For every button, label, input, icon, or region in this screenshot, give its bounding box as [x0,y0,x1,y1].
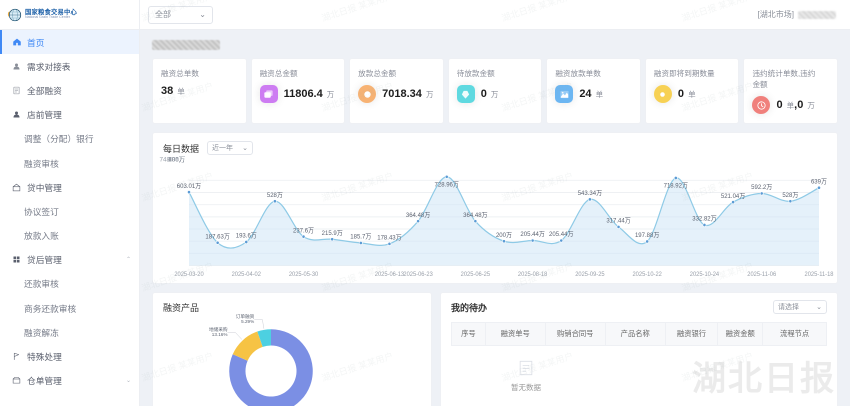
svg-text:2025-11-18: 2025-11-18 [805,272,835,278]
svg-text:5.29%: 5.29% [241,319,254,324]
svg-text:2025-09-25: 2025-09-25 [575,272,605,278]
svg-text:592.2万: 592.2万 [751,184,772,191]
svg-text:13.16%: 13.16% [212,332,228,337]
svg-text:215.9万: 215.9万 [322,230,343,237]
svg-text:2025-10-22: 2025-10-22 [632,272,661,278]
svg-text:718.92万: 718.92万 [664,182,688,189]
svg-text:2025-03-20: 2025-03-20 [174,272,204,278]
svg-text:197.88万: 197.88万 [635,232,659,239]
svg-text:200万: 200万 [496,232,512,239]
svg-text:364.48万: 364.48万 [463,212,487,219]
svg-text:2025-11-06: 2025-11-06 [747,272,777,278]
svg-text:528万: 528万 [267,192,283,199]
svg-text:237.6万: 237.6万 [293,227,314,234]
svg-text:521.04万: 521.04万 [721,193,745,200]
svg-text:543.34万: 543.34万 [578,190,602,197]
svg-text:187.63万: 187.63万 [205,233,229,240]
svg-text:317.44万: 317.44万 [606,217,630,224]
svg-text:728.96万: 728.96万 [435,181,459,188]
svg-text:528万: 528万 [782,192,798,199]
svg-text:2025-06-13: 2025-06-13 [375,272,405,278]
svg-text:2025-06-25: 2025-06-25 [461,272,491,278]
svg-text:2025-08-18: 2025-08-18 [518,272,548,278]
svg-text:639万: 639万 [811,178,827,185]
svg-text:178.43万: 178.43万 [377,234,401,241]
svg-text:205.44万: 205.44万 [520,231,544,238]
svg-text:2025-04-02: 2025-04-02 [232,272,261,278]
svg-text:205.44万: 205.44万 [549,231,573,238]
svg-text:2025-10-24: 2025-10-24 [690,272,720,278]
svg-text:2025-06-23: 2025-06-23 [403,272,433,278]
svg-text:193.6万: 193.6万 [236,233,257,240]
svg-text:185.7万: 185.7万 [350,234,371,241]
svg-text:603.01万: 603.01万 [177,183,201,190]
svg-text:364.48万: 364.48万 [406,212,430,219]
svg-text:332.82万: 332.82万 [692,216,716,223]
svg-text:2025-05-30: 2025-05-30 [289,272,319,278]
